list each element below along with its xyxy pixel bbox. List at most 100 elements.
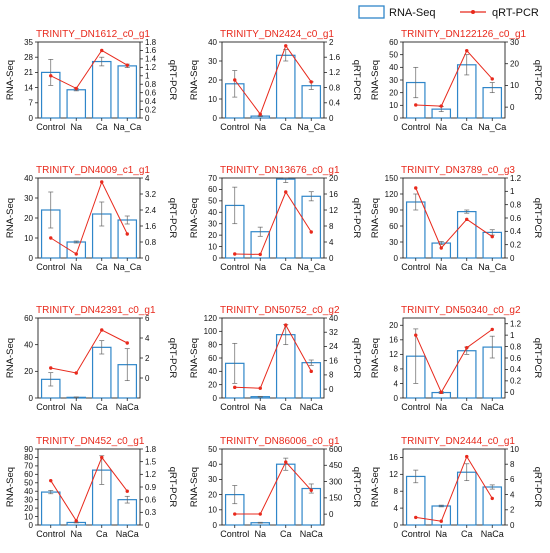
y2-tick-label: 0 [510,103,515,112]
qrt-pcr-point [490,77,494,81]
rna-seq-bar [117,65,138,119]
y-tick-label: 0 [394,394,399,403]
y2-tick-label: 1.6 [329,53,341,62]
chart-panel: TRINITY_DN1612_c0_g1071421283500.20.40.6… [5,29,178,132]
y2-tick-label: 10 [510,445,519,454]
qrt-pcr-point [125,489,129,493]
y2-tick-label: 0.8 [329,83,341,92]
category-label: Control [401,402,430,412]
y-tick-label: 150 [385,174,399,183]
rna-seq-bar [117,219,138,259]
qrt-pcr-point [100,328,104,332]
y2-tick-label: 0.2 [145,105,157,114]
y-tick-label: 12 [389,470,398,479]
legend-line-label: qRT-PCR [492,7,539,19]
y-tick-label: 40 [389,63,398,72]
chart-title: TRINITY_DN2424_c0_g1 [220,29,334,40]
y-axis-label: RNA-Seq [189,198,200,238]
category-label: Ca [461,262,473,272]
y-tick-label: 60 [389,38,398,47]
qrt-pcr-line [50,180,128,255]
y2-tick-label: 20 [329,174,338,183]
legend-bar-swatch [358,5,385,19]
qrt-pcr-line [50,49,128,90]
y2-tick-label: 1.6 [145,46,157,55]
y2-tick-label: 1.2 [329,68,341,77]
category-label: Control [220,122,249,132]
qrt-pcr-point [100,455,104,460]
y-tick-label: 10 [208,242,217,251]
category-label: Na [254,262,266,272]
y-tick-label: 50 [389,50,398,59]
y-tick-label: 16 [389,453,398,462]
qrt-pcr-point [100,180,104,184]
chart-panel: TRINITY_DN2424_c0_g1 0 10 20 30 40 0 0.4 0.8 1.2 1… [189,29,362,132]
chart-panels: TRINITY_DN1612_c0_g1071421283500.20.40.6… [5,29,543,539]
legend: RNA-Seq qRT-PCR [358,5,539,19]
qrt-pcr-point [125,341,129,345]
y2-tick-label: 8 [329,222,334,231]
y2-tick-label: 0 [145,114,150,123]
category-label: Na [70,262,82,272]
y2-tick-label: 12 [329,206,338,215]
chart-title: TRINITY_DN86006_c0_g1 [220,436,340,447]
qrt-pcr-line [234,461,312,515]
y-tick-label: 60 [208,354,217,363]
y-tick-label: 30 [208,220,217,229]
rna-seq-bar [405,201,426,259]
category-label: Na [435,122,447,132]
category-label: Na [435,529,447,539]
category-label: Ca [461,529,473,539]
qrt-pcr-line [415,187,493,249]
category-label: Ca [280,122,292,132]
y-tick-label: 40 [24,487,33,496]
y-tick-label: 40 [208,208,217,217]
qrt-pcr-point [125,232,129,236]
qrt-pcr-line [234,323,312,389]
rna-seq-bar [66,89,87,119]
y-axis-label: RNA-Seq [370,60,381,100]
qrt-pcr-point [284,190,288,194]
y-tick-label: 120 [204,314,218,323]
rna-seq-bar [117,499,138,526]
chart-title: TRINITY_DN13676_c0_g1 [220,165,340,176]
y2-tick-label: 0.3 [145,508,157,517]
qrt-pcr-line [415,49,493,107]
rna-seq-bar [275,463,296,526]
qrt-pcr-point [490,327,494,332]
y2-tick-label: 0.9 [145,483,157,492]
y-tick-label: 30 [389,238,398,247]
plot-frame [221,448,325,526]
y-tick-label: 0 [29,254,34,263]
y-tick-label: 0 [213,114,218,123]
y2-axis-label: qRT-PCR [167,60,178,101]
y-tick-label: 0 [394,254,399,263]
rna-seq-bar [301,85,322,119]
y-tick-label: 70 [24,462,33,471]
category-label: Ca [280,529,292,539]
y2-tick-label: 0.8 [145,238,157,247]
qrt-pcr-point [465,454,469,459]
category-label: Na_Ca [478,122,506,132]
y-tick-label: 0 [394,114,399,123]
y-tick-label: 0 [213,254,218,263]
y2-tick-label: 0.4 [329,99,341,108]
category-label: Ca [96,402,108,412]
y2-tick-label: 0.4 [145,97,157,106]
y-tick-label: 80 [24,453,33,462]
category-label: Na [70,402,82,412]
y-tick-label: 60 [24,470,33,479]
y-axis-label: RNA-Seq [189,467,200,507]
y-tick-label: 60 [24,314,33,323]
qrt-pcr-point [125,63,129,67]
y2-tick-label: 1.8 [145,38,157,47]
y-tick-label: 40 [208,367,217,376]
y-tick-label: 20 [208,231,217,240]
category-label: Na_Ca [297,122,325,132]
y2-tick-label: 0.6 [145,88,157,97]
chart-title: TRINITY_DN3789_c0_g3 [401,165,515,176]
chart-title: TRINITY_DN50752_c0_g2 [220,305,340,316]
category-label: NaCa [300,402,323,412]
y2-tick-label: 600 [329,445,343,454]
qrt-pcr-point [233,512,237,516]
